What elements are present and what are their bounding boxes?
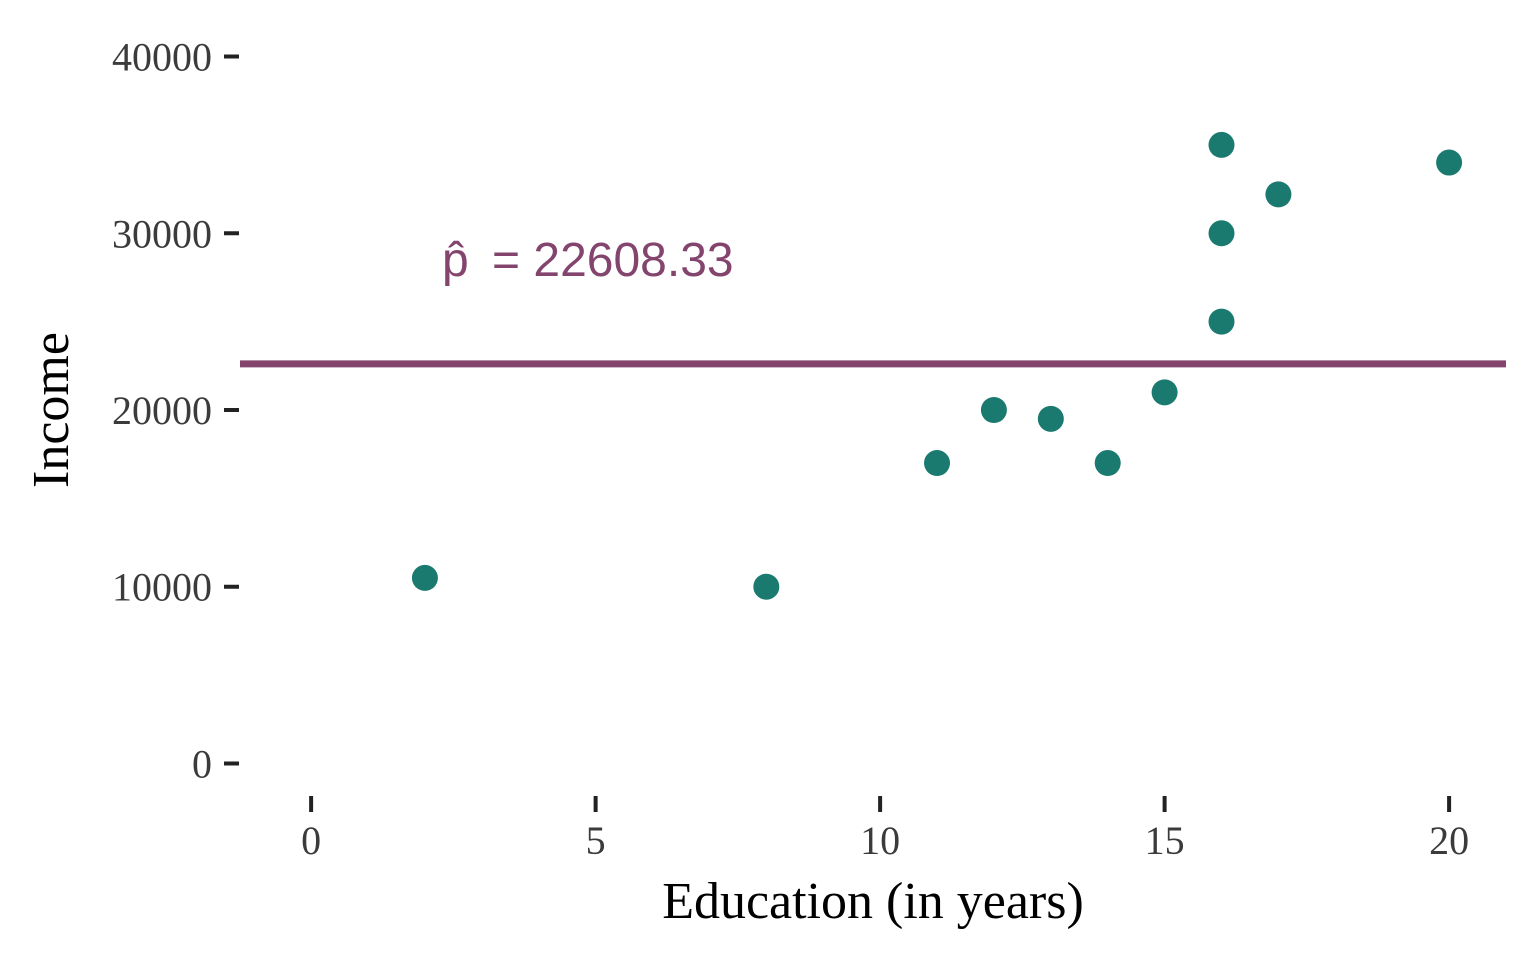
data-point — [1037, 405, 1064, 432]
data-point — [1265, 181, 1292, 208]
data-point — [411, 564, 438, 591]
data-points — [411, 131, 1463, 600]
x-tick-label: 20 — [1429, 818, 1469, 863]
x-tick-label: 0 — [301, 818, 321, 863]
x-tick-label: 10 — [860, 818, 900, 863]
mean-annotation: p̂ = 22608.33 — [442, 234, 734, 287]
data-point — [980, 397, 1007, 423]
data-point — [1208, 308, 1235, 335]
y-tick-label: 30000 — [112, 211, 212, 256]
y-tick-label: 40000 — [112, 35, 212, 80]
data-point — [1094, 450, 1121, 477]
data-point — [924, 450, 951, 477]
x-tick-label: 15 — [1145, 818, 1185, 863]
x-axis: 0 5 10 15 20 — [301, 796, 1469, 863]
y-tick-label: 10000 — [112, 565, 212, 610]
data-point — [1436, 149, 1463, 176]
y-axis-title: Income — [23, 332, 80, 488]
x-tick-label: 5 — [586, 818, 606, 863]
y-tick-label: 20000 — [112, 388, 212, 433]
data-point — [1208, 220, 1235, 247]
x-axis-title: Education (in years) — [662, 873, 1084, 930]
data-point — [1151, 379, 1178, 406]
mean-annotation-symbol: p̂ — [442, 234, 469, 287]
y-tick-label: 0 — [192, 741, 212, 786]
data-point — [753, 573, 780, 600]
y-axis: 0 10000 20000 30000 40000 — [112, 35, 239, 786]
mean-annotation-value: = 22608.33 — [492, 234, 734, 287]
data-point — [1208, 131, 1235, 158]
